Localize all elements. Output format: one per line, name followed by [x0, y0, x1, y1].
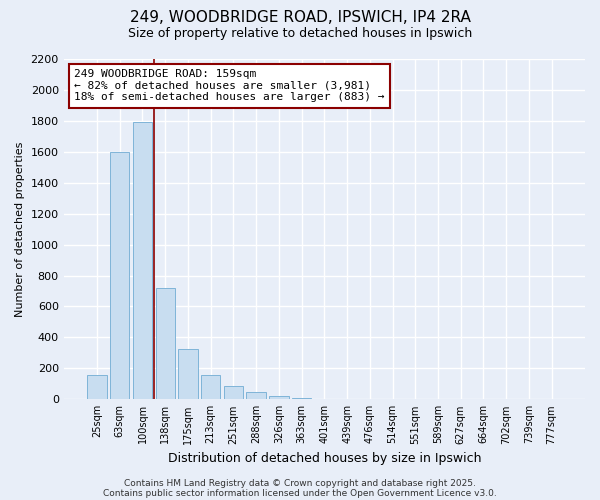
Bar — [269, 396, 289, 400]
Bar — [133, 122, 152, 400]
Y-axis label: Number of detached properties: Number of detached properties — [15, 142, 25, 317]
Bar — [88, 374, 107, 400]
Bar — [247, 392, 266, 400]
Bar — [224, 386, 243, 400]
Bar — [110, 152, 130, 400]
Bar — [201, 374, 220, 400]
Bar — [178, 349, 197, 400]
Text: Contains HM Land Registry data © Crown copyright and database right 2025.: Contains HM Land Registry data © Crown c… — [124, 478, 476, 488]
Bar — [155, 288, 175, 400]
Bar — [292, 398, 311, 400]
Text: 249, WOODBRIDGE ROAD, IPSWICH, IP4 2RA: 249, WOODBRIDGE ROAD, IPSWICH, IP4 2RA — [130, 10, 470, 25]
Text: Size of property relative to detached houses in Ipswich: Size of property relative to detached ho… — [128, 28, 472, 40]
X-axis label: Distribution of detached houses by size in Ipswich: Distribution of detached houses by size … — [167, 452, 481, 465]
Text: Contains public sector information licensed under the Open Government Licence v3: Contains public sector information licen… — [103, 488, 497, 498]
Text: 249 WOODBRIDGE ROAD: 159sqm
← 82% of detached houses are smaller (3,981)
18% of : 249 WOODBRIDGE ROAD: 159sqm ← 82% of det… — [74, 69, 385, 102]
